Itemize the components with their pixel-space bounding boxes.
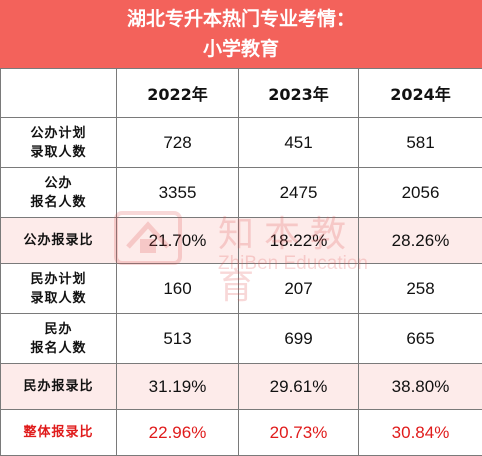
column-header-2023: 2023年 [238,68,359,118]
row-label-line1: 公办计划 [30,125,87,141]
table-row-private-ratio: 民办报录比 31.19% 29.61% 38.80% [0,363,482,410]
column-header-2024: 2024年 [358,68,482,118]
table-cell: 207 [238,263,359,314]
table-cell: 728 [116,117,239,168]
row-label-line2: 报名人数 [30,340,87,356]
title-line1: 湖北专升本热门专业考情： [126,8,355,30]
row-label: 民办计划 录取人数 [0,263,117,314]
row-label: 整体报录比 [0,409,117,456]
row-label: 民办 报名人数 [0,313,117,364]
title-banner: 湖北专升本热门专业考情： 小学教育 [0,0,482,68]
title-line2: 小学教育 [202,38,279,60]
table-row-public-ratio: 公办报录比 21.70% 18.22% 28.26% [0,217,482,264]
row-label: 公办 报名人数 [0,167,117,218]
table-cell: 38.80% [358,363,482,410]
table-cell: 2056 [358,167,482,218]
table-cell: 29.61% [238,363,359,410]
row-label-line1: 民办 [44,321,73,337]
table-cell: 18.22% [238,217,359,264]
table-row-public-applicants: 公办 报名人数 3355 2475 2056 [0,167,482,218]
row-label: 公办报录比 [0,217,117,264]
table-cell: 21.70% [116,217,239,264]
table-row-private-applicants: 民办 报名人数 513 699 665 [0,313,482,364]
table-cell: 665 [358,313,482,364]
row-label-line1: 民办计划 [30,271,87,287]
table-cell: 20.73% [238,409,359,456]
table-cell: 31.19% [116,363,239,410]
admission-table: 2022年 2023年 2024年 公办计划 录取人数 728 451 581 … [0,68,482,456]
table-cell: 451 [238,117,359,168]
table-cell: 258 [358,263,482,314]
row-label-line2: 录取人数 [30,144,87,160]
row-label-line2: 录取人数 [30,290,87,306]
table-row-private-plan: 民办计划 录取人数 160 207 258 [0,263,482,314]
table-cell: 30.84% [358,409,482,456]
table-cell: 3355 [116,167,239,218]
table-cell: 2475 [238,167,359,218]
table-cell: 513 [116,313,239,364]
column-header-2022: 2022年 [116,68,239,118]
row-label-line2: 报名人数 [30,194,87,210]
table-row-public-plan: 公办计划 录取人数 728 451 581 [0,117,482,168]
table-row-overall-ratio: 整体报录比 22.96% 20.73% 30.84% [0,409,482,456]
table-cell: 160 [116,263,239,314]
corner-cell [0,68,117,118]
row-label: 民办报录比 [0,363,117,410]
row-label: 公办计划 录取人数 [0,117,117,168]
header-row: 2022年 2023年 2024年 [0,68,482,118]
table-cell: 28.26% [358,217,482,264]
row-label-line1: 公办 [44,175,73,191]
table-cell: 699 [238,313,359,364]
table-cell: 581 [358,117,482,168]
table-cell: 22.96% [116,409,239,456]
